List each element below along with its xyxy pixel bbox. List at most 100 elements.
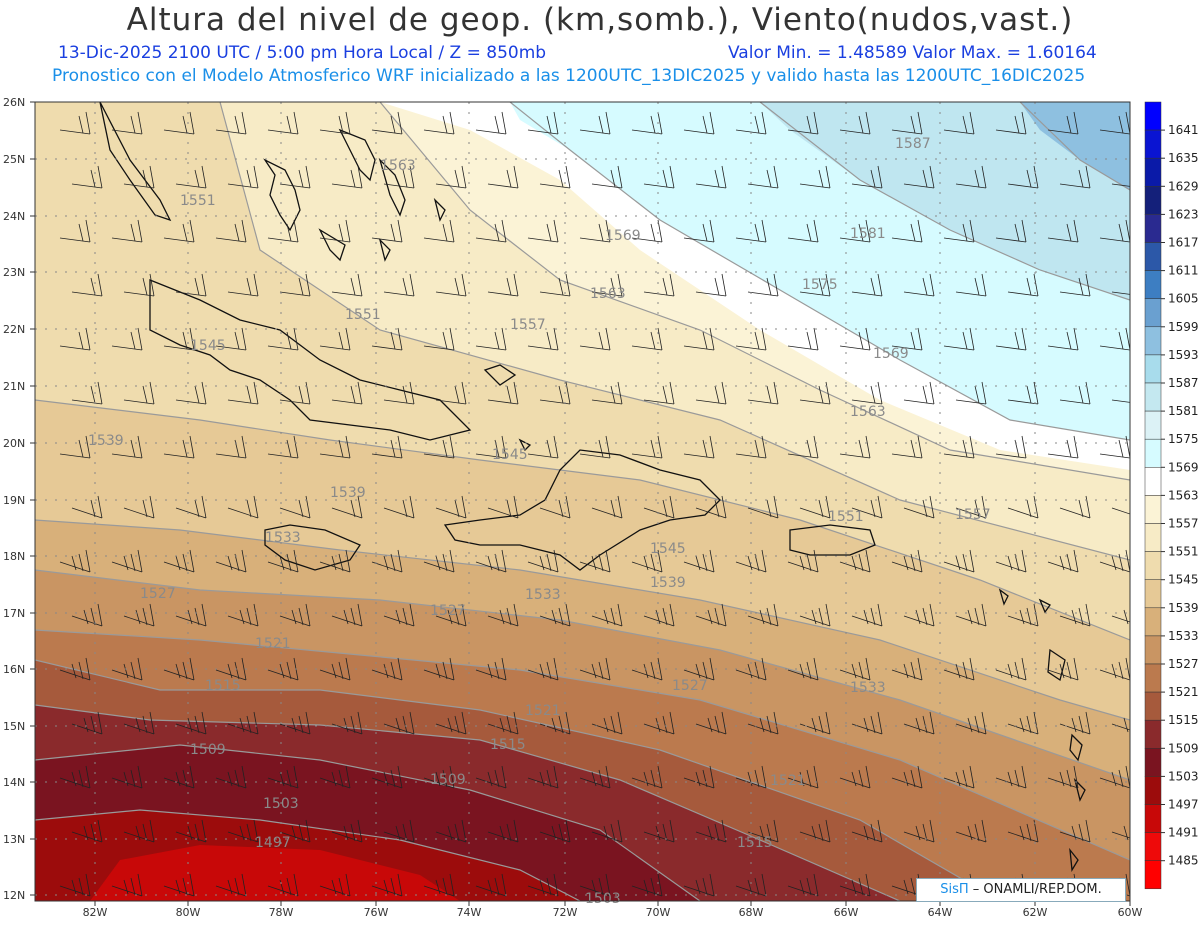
lat-label: 19N [3,494,25,507]
wind-barb [1111,291,1130,295]
wind-barb [955,819,987,843]
wind-barb [851,273,883,297]
lon-label: 76W [364,906,389,919]
wind-barb [319,873,351,897]
wind-barb [423,657,455,681]
wind-barb [631,657,663,681]
wind-barb [539,711,571,735]
wind-barb [267,327,299,351]
colorbar-label: 1581 [1168,404,1199,418]
wind-barb [175,165,207,189]
contour-label: 1515 [490,737,526,753]
wind-barb [579,327,611,351]
wind-barb [527,549,559,573]
wind-barb [747,273,779,297]
contour-label: 1539 [650,575,686,591]
wind-barb [591,495,623,519]
contour-label: 1551 [345,307,381,323]
coastline [1073,777,1086,802]
wind-barb [735,873,767,897]
colorbar-swatch [1144,607,1162,637]
wind-barb [903,819,935,843]
wind-barb [891,327,923,351]
wind-barb [787,765,819,789]
wind-barb [683,327,715,351]
wind-barb [487,603,519,627]
sispi-logo: SisΠ [940,882,969,897]
wind-barb [423,327,455,351]
lat-label: 24N [3,210,25,223]
wind-barb [71,495,103,519]
wind-barb [903,603,935,627]
wind-barb [527,327,559,351]
wind-barb [995,327,1027,351]
wind-barb [227,495,259,519]
wind-barb [527,873,559,897]
wind-barb [787,327,819,351]
wind-barb [631,327,663,351]
colorbar-label: 1635 [1168,151,1199,165]
colorbar-swatch [1144,495,1162,524]
wind-barb [1111,507,1130,515]
wind-barb [435,273,467,297]
wind-barb [423,765,455,789]
wind-barb [1047,327,1079,351]
wind-barb [903,711,935,735]
wind-barb [735,657,767,681]
lon-label: 74W [457,906,482,919]
wind-barb [71,819,103,843]
colorbar-swatch [1144,579,1162,609]
wind-barb [1099,765,1130,789]
wind-barb [111,549,143,573]
colorbar-swatch [1144,523,1162,552]
wind-barb [527,111,559,135]
wind-barb [683,657,715,681]
wind-barb [175,711,207,735]
wind-barb [59,435,91,459]
lat-label: 20N [3,437,25,450]
wind-barb [695,381,727,405]
wind-barb [591,603,623,627]
wind-barb [851,381,883,405]
colorbar-label: 1515 [1168,713,1199,727]
coastlines [99,102,1086,873]
wind-barb [71,603,103,627]
wind-barb [59,327,91,351]
contour-label: 1515 [737,835,773,851]
wind-barb [539,165,571,189]
contour-label: 1569 [605,228,641,244]
model-info-line: Pronostico con el Modelo Atmosferico WRF… [52,66,1086,86]
wind-barb [1047,765,1079,789]
wind-barb [371,327,403,351]
wind-barb [123,711,155,735]
wind-barb [475,111,507,135]
wind-barb [1007,603,1039,627]
wind-barb [1059,273,1091,297]
wind-barb [227,381,259,405]
wind-barb [1007,819,1039,843]
colorbar-swatch [1144,382,1162,412]
wind-barb [423,873,455,897]
wind-barb [1007,273,1039,297]
wind-barb [383,381,415,405]
wind-barb [123,273,155,297]
wind-barb [435,603,467,627]
wind-barb [175,495,207,519]
colorbar-label: 1485 [1168,854,1199,868]
wind-barb [903,381,935,405]
wind-barb [527,765,559,789]
wind-barb [943,549,975,573]
wind-barb [267,549,299,573]
contour-label: 1575 [802,277,838,293]
wind-barb [747,603,779,627]
credit-box: SisΠ – ONAMLI/REP.DOM. [916,878,1126,902]
wind-barb [487,819,519,843]
wind-barb [227,273,259,297]
wind-barb [487,165,519,189]
wind-barb [747,711,779,735]
wind-barb [71,165,103,189]
wind-barb [319,111,351,135]
wind-barb [799,711,831,735]
wind-barb [1111,609,1130,625]
wind-barb [787,435,819,459]
